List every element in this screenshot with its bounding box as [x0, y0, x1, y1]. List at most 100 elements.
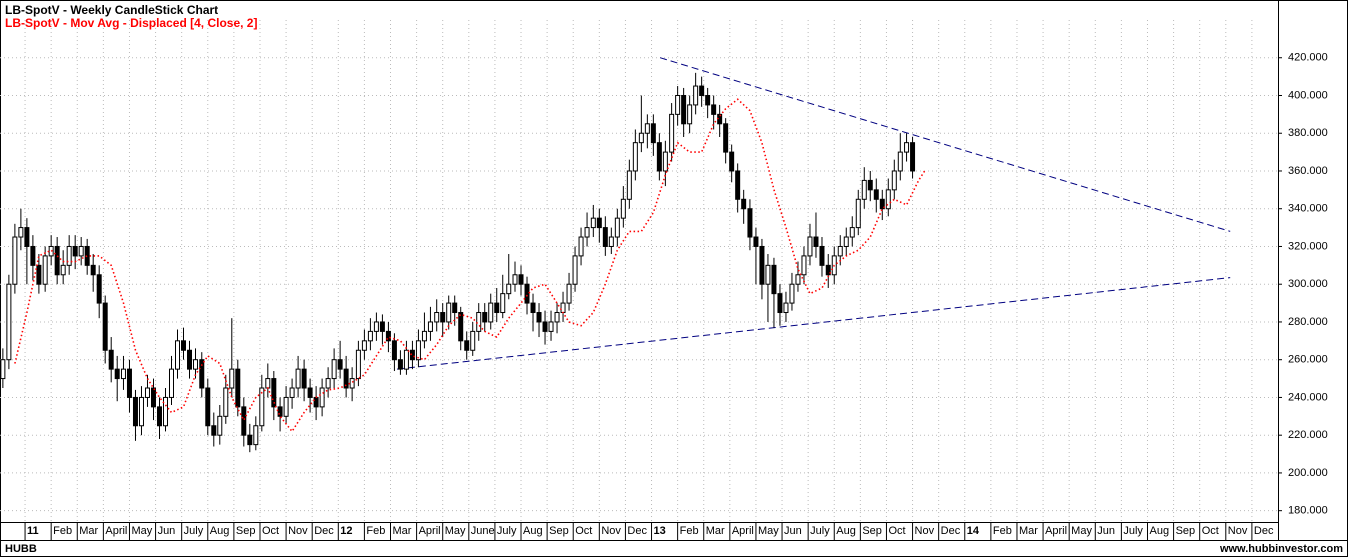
- candle-body: [313, 396, 319, 408]
- candle-body: [283, 396, 289, 417]
- candle-body: [626, 170, 632, 200]
- candle-body: [741, 198, 747, 210]
- candle-body: [783, 302, 789, 314]
- candle-body: [849, 227, 855, 238]
- x-tick-label: Jun: [158, 525, 176, 537]
- candle-body: [150, 387, 156, 408]
- candle-body: [6, 283, 12, 361]
- candle-body: [590, 217, 596, 229]
- candle-body: [464, 340, 470, 351]
- candle-body: [168, 368, 174, 398]
- footer-right: www.hubbinvestor.com: [1219, 543, 1343, 555]
- x-tick-label: 14: [967, 525, 980, 537]
- x-tick-label: Sep: [549, 525, 569, 537]
- candle-body: [819, 245, 825, 266]
- candle-body: [307, 387, 313, 398]
- candle-body: [488, 302, 494, 323]
- candle-body: [301, 368, 307, 389]
- candle-body: [735, 170, 741, 200]
- candle-body: [711, 104, 717, 115]
- candle-body: [753, 236, 759, 247]
- candle-body: [524, 283, 530, 304]
- plot-area: [0, 20, 1278, 522]
- x-tick-label: Sep: [862, 525, 882, 537]
- candle-body: [644, 123, 650, 134]
- candle-body: [373, 321, 379, 332]
- candle-body: [175, 340, 180, 370]
- y-tick-label: 380.000: [1288, 127, 1328, 139]
- candle-body: [825, 264, 831, 276]
- candle-body: [807, 236, 813, 257]
- x-tick-label: July: [1123, 525, 1143, 537]
- y-tick-label: 360.000: [1288, 165, 1328, 177]
- candle-body: [18, 227, 24, 238]
- candle-body: [427, 321, 433, 332]
- candle-body: [126, 368, 132, 398]
- x-tick-label: 13: [654, 525, 666, 537]
- candle-body: [861, 179, 867, 200]
- x-tick-label: Nov: [915, 525, 935, 537]
- candle-body: [765, 264, 771, 285]
- candle-body: [542, 321, 548, 332]
- candle-body: [747, 208, 753, 238]
- candle-body: [632, 142, 638, 172]
- candle-body: [530, 302, 536, 314]
- footer-left: HUBB: [5, 543, 37, 555]
- x-tick-label: May: [445, 525, 466, 537]
- candle-body: [277, 406, 283, 417]
- candle-body: [193, 359, 199, 370]
- candle-body: [217, 415, 223, 436]
- candle-body: [801, 255, 807, 276]
- candle-body: [602, 227, 608, 247]
- candle-body: [403, 349, 409, 370]
- candle-body: [873, 189, 879, 200]
- candle-body: [253, 425, 259, 446]
- candle-body: [120, 368, 126, 380]
- x-tick-label: April: [732, 525, 754, 537]
- trend-line: [396, 277, 1231, 370]
- x-tick-label: Mar: [79, 525, 98, 537]
- x-tick-label: Aug: [836, 525, 856, 537]
- candle-body: [0, 359, 6, 380]
- candle-body: [440, 312, 446, 323]
- x-tick-label: Aug: [523, 525, 543, 537]
- candle-body: [343, 368, 349, 389]
- candle-body: [777, 293, 783, 314]
- candle-body: [211, 425, 217, 436]
- candle-body: [566, 283, 572, 304]
- x-tick-label: Dec: [1254, 525, 1274, 537]
- x-tick-label: July: [497, 525, 517, 537]
- candle-body: [361, 340, 367, 351]
- candle-body: [608, 236, 614, 247]
- candle-body: [675, 94, 681, 115]
- candle-body: [90, 264, 96, 276]
- candle-body: [156, 406, 162, 427]
- candle-body: [699, 85, 705, 96]
- candle-body: [843, 236, 849, 247]
- candle-body: [482, 312, 488, 323]
- candle-body: [265, 378, 271, 389]
- candle-body: [879, 198, 885, 210]
- candle-body: [199, 359, 205, 389]
- y-tick-label: 240.000: [1288, 391, 1328, 403]
- candle-body: [795, 274, 801, 285]
- candle-body: [494, 302, 500, 314]
- y-tick-label: 260.000: [1288, 354, 1328, 366]
- x-tick-label: 12: [340, 525, 352, 537]
- candle-body: [325, 378, 331, 389]
- candle-body: [620, 198, 626, 219]
- x-tick-label: Feb: [53, 525, 72, 537]
- candle-body: [397, 359, 403, 370]
- candle-body: [108, 349, 114, 370]
- candle-body: [319, 387, 325, 408]
- candle-body: [289, 387, 295, 398]
- candle-body: [30, 245, 36, 266]
- x-tick-label: Oct: [262, 525, 279, 537]
- x-tick-label: May: [131, 525, 152, 537]
- x-tick-label: Sep: [236, 525, 256, 537]
- candle-body: [554, 312, 560, 323]
- x-tick-label: Dec: [941, 525, 961, 537]
- x-tick-label: April: [105, 525, 127, 537]
- x-tick-label: Jun: [1097, 525, 1115, 537]
